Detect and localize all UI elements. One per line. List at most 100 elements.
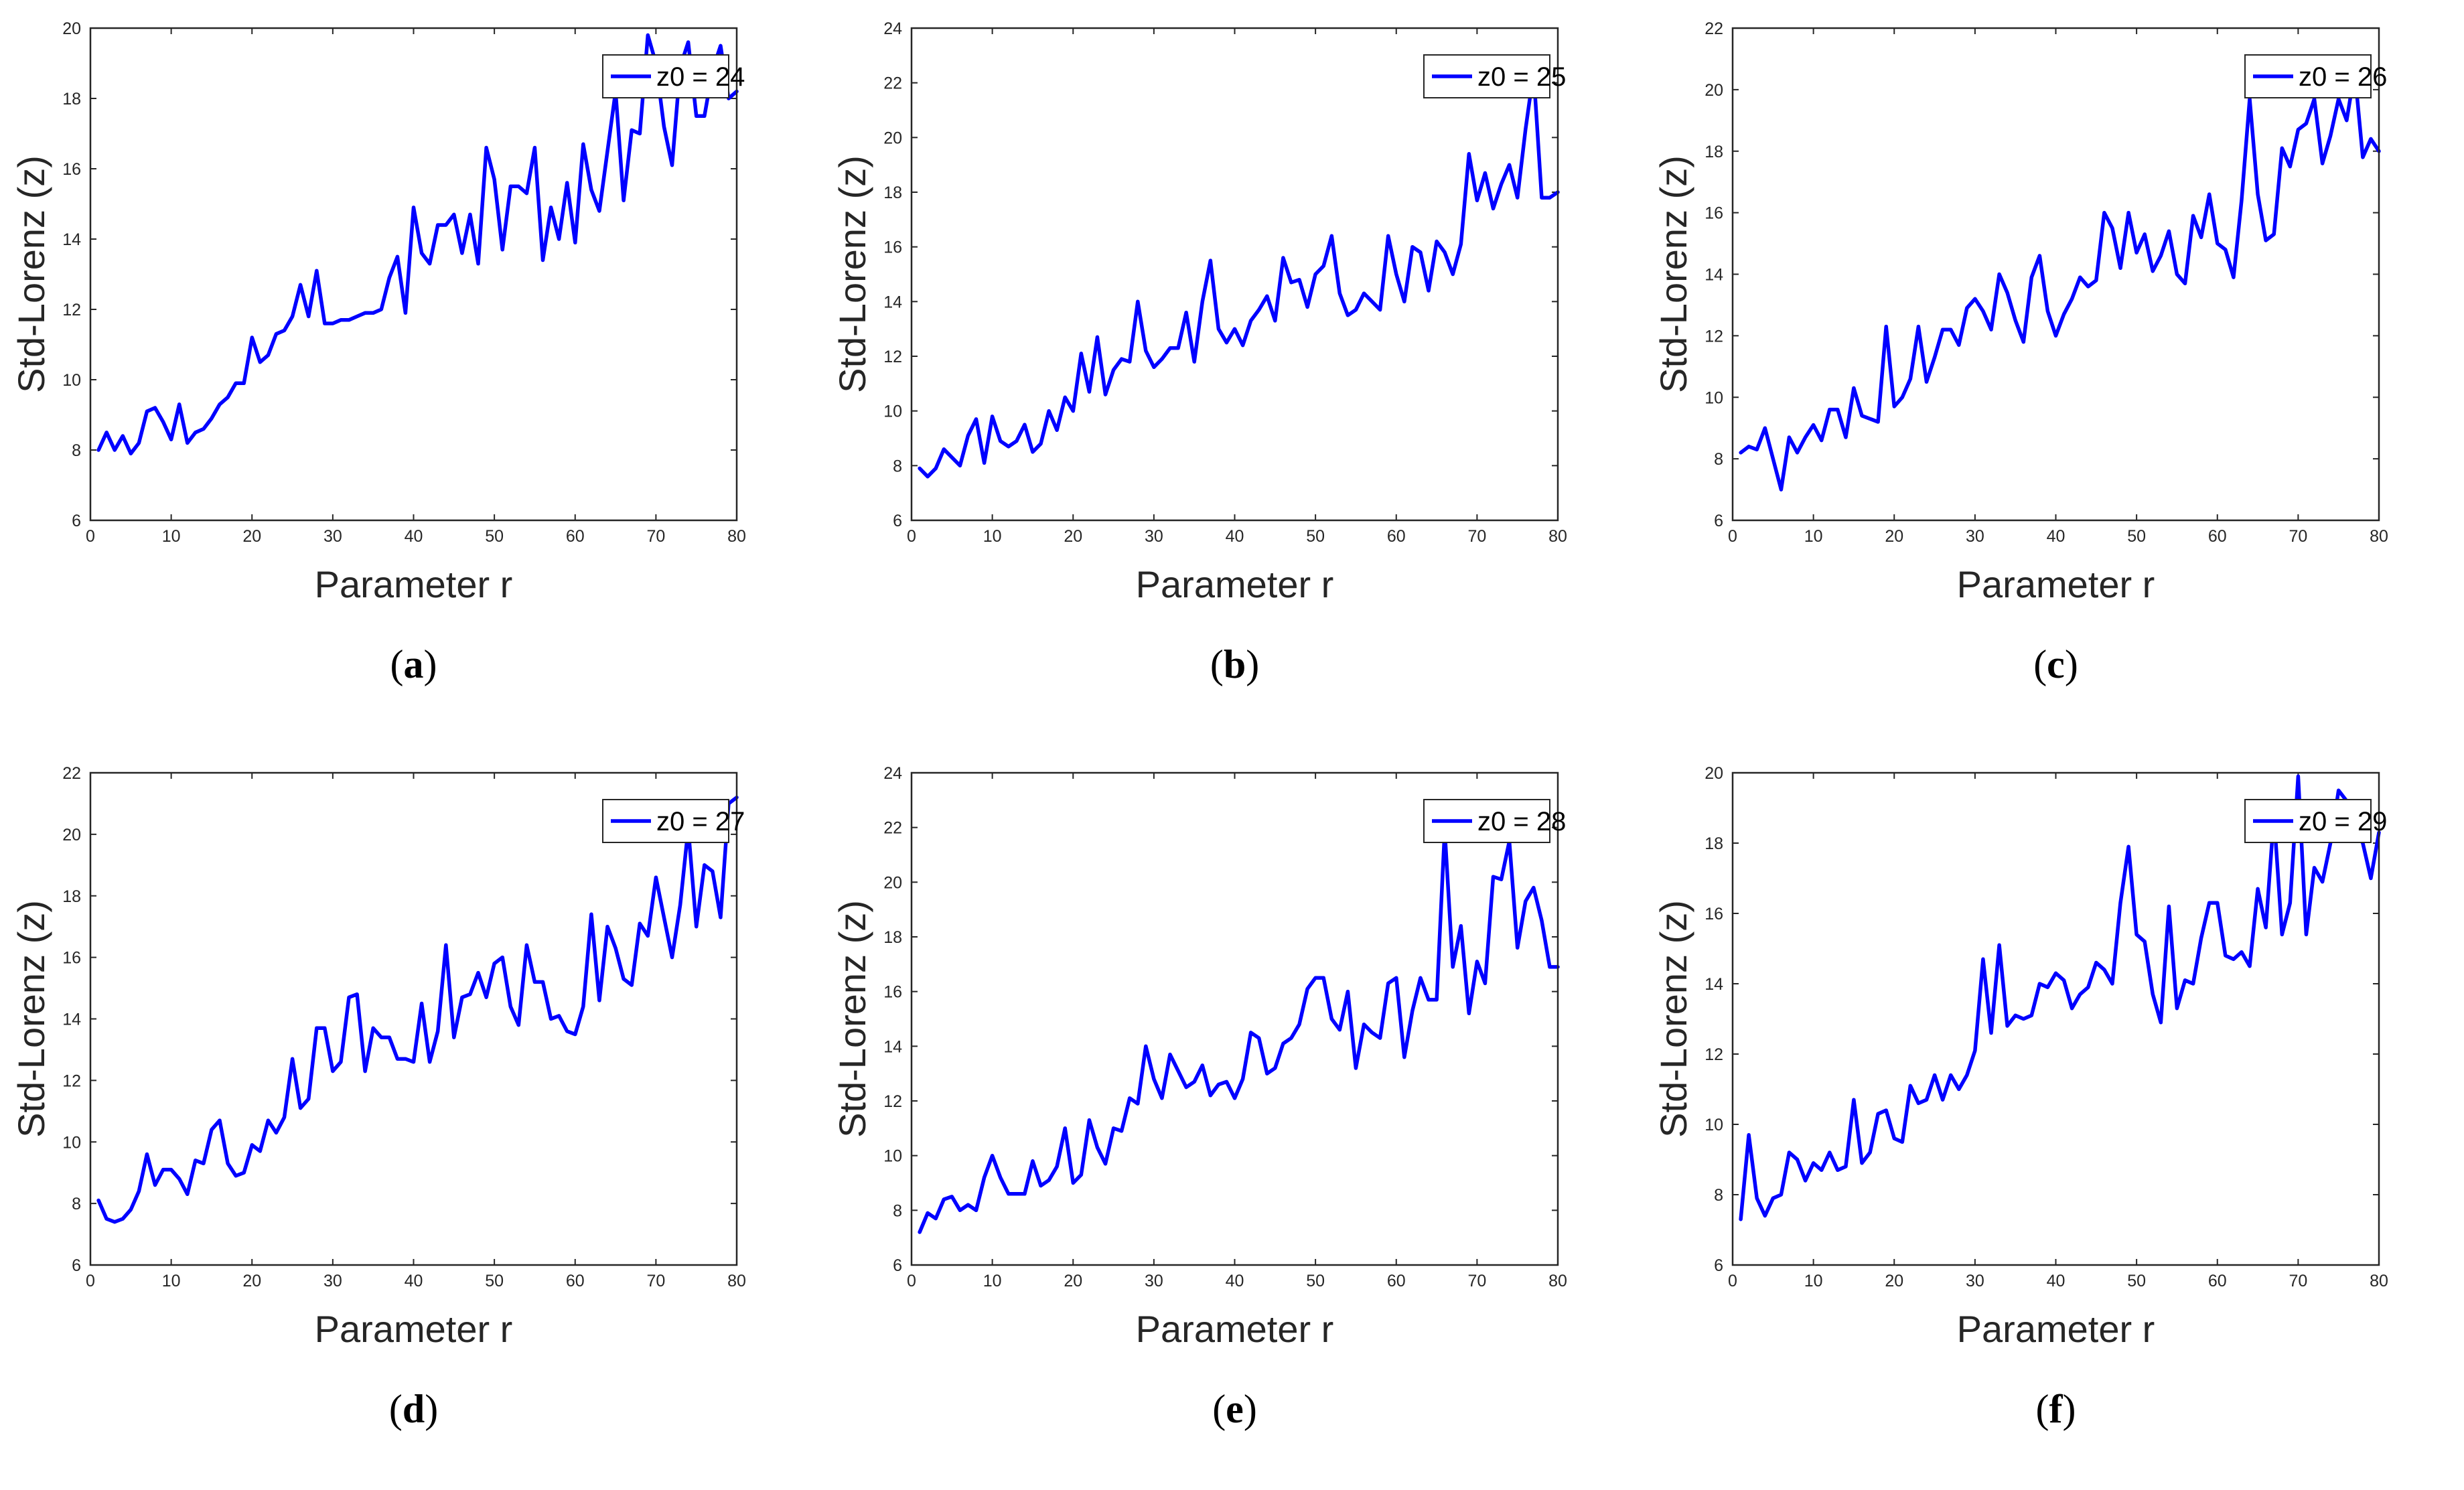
data-point: [1177, 347, 1179, 350]
data-point: [234, 382, 237, 384]
data-point: [485, 147, 488, 149]
data-point: [1346, 990, 1349, 993]
data-point: [2208, 901, 2211, 904]
data-point: [1411, 1009, 1414, 1012]
data-point: [388, 277, 390, 279]
legend-label: z0 = 29: [2299, 807, 2387, 836]
x-tick-label: 20: [1064, 1272, 1082, 1290]
data-point: [461, 996, 463, 998]
data-point: [1844, 436, 1847, 439]
chart-svg: 0 10 20 30 40 50 60 70 80 6 8 10 12 14 16 18 20 22 z0 = 27…: [10, 764, 746, 1431]
y-tick-label: 22: [883, 74, 902, 93]
y-tick-label: 16: [62, 160, 81, 179]
data-point: [186, 1193, 189, 1195]
data-point: [1338, 292, 1341, 295]
data-point: [218, 403, 221, 406]
data-point: [1990, 1032, 1992, 1035]
data-point: [1540, 196, 1543, 199]
x-tick-label: 70: [646, 1272, 665, 1290]
legend-label: z0 = 28: [1477, 807, 1566, 836]
data-point: [1763, 1215, 1766, 1217]
y-tick-label: 22: [883, 819, 902, 838]
data-point: [1039, 443, 1042, 445]
data-point: [145, 1153, 148, 1156]
x-tick-label: 50: [485, 527, 504, 546]
y-tick-label: 16: [883, 238, 902, 257]
x-tick-label: 10: [983, 1272, 1002, 1290]
data-point: [1467, 1012, 1470, 1015]
data-point: [1451, 273, 1454, 276]
data-point: [445, 224, 447, 226]
panel-caption: (d): [389, 1387, 438, 1431]
data-point: [1877, 421, 1879, 423]
data-point: [485, 996, 488, 998]
x-tick-label: 80: [727, 527, 746, 546]
caption-close-paren: ): [2062, 1387, 2076, 1431]
data-point: [275, 333, 277, 336]
y-tick-label: 24: [883, 19, 902, 38]
data-point: [1112, 1127, 1115, 1130]
data-point: [2184, 282, 2187, 285]
data-point: [1080, 1173, 1082, 1176]
data-point: [1031, 1160, 1034, 1163]
y-tick-label: 10: [62, 371, 81, 390]
data-point: [2216, 901, 2219, 904]
data-point: [291, 315, 294, 318]
data-point: [1088, 1119, 1090, 1122]
data-point: [1193, 1080, 1195, 1083]
data-point: [2337, 789, 2340, 792]
data-point: [590, 913, 593, 915]
data-point: [437, 1030, 439, 1033]
data-point: [662, 916, 665, 919]
data-point: [1917, 1102, 1919, 1105]
y-axis-label: Std-Lorenz (z): [10, 900, 52, 1138]
data-point: [2167, 905, 2170, 908]
data-point: [517, 1024, 520, 1027]
data-point: [983, 461, 986, 464]
y-axis-label: Std-Lorenz (z): [10, 155, 52, 393]
data-point: [958, 464, 961, 467]
x-tick-label: 40: [1226, 1272, 1244, 1290]
data-point: [1869, 417, 1871, 420]
x-axis-label: Parameter r: [1957, 563, 2155, 605]
data-point: [1338, 1029, 1341, 1031]
caption-close-paren: ): [1246, 642, 1259, 686]
data-point: [1492, 208, 1495, 210]
data-point: [1419, 976, 1422, 979]
data-point: [942, 1198, 945, 1201]
data-point: [1387, 982, 1390, 984]
x-tick-label: 80: [1548, 527, 1567, 546]
data-point: [1306, 988, 1309, 990]
x-tick-label: 40: [405, 1272, 423, 1290]
y-tick-label: 6: [1714, 1256, 1723, 1275]
axes-box: [910, 27, 1559, 522]
data-point: [630, 129, 633, 131]
data-point: [2143, 233, 2146, 236]
data-point: [259, 1150, 261, 1152]
data-point: [97, 449, 100, 451]
x-tick-label: 10: [1804, 1272, 1823, 1290]
data-point: [218, 1119, 221, 1122]
data-point: [1023, 423, 1026, 426]
data-point: [558, 238, 561, 240]
data-point: [1934, 356, 1936, 359]
data-point: [105, 431, 108, 434]
data-point: [1282, 256, 1285, 259]
y-axis-label: Std-Lorenz (z): [1652, 155, 1694, 393]
data-point: [1298, 1023, 1301, 1026]
data-point: [1427, 289, 1430, 292]
x-tick-label: 10: [983, 527, 1002, 546]
data-point: [137, 442, 140, 445]
data-point: [1780, 488, 1782, 491]
data-point: [2095, 962, 2098, 964]
data-point: [1258, 309, 1260, 311]
y-tick-label: 6: [1714, 512, 1723, 530]
data-point: [1290, 1037, 1293, 1039]
data-point: [259, 361, 261, 364]
data-point: [614, 947, 617, 950]
data-point: [509, 185, 512, 188]
caption-close-paren: ): [1244, 1387, 1257, 1431]
data-point: [1395, 976, 1398, 979]
data-point: [2014, 319, 2017, 321]
data-point: [1435, 240, 1438, 243]
